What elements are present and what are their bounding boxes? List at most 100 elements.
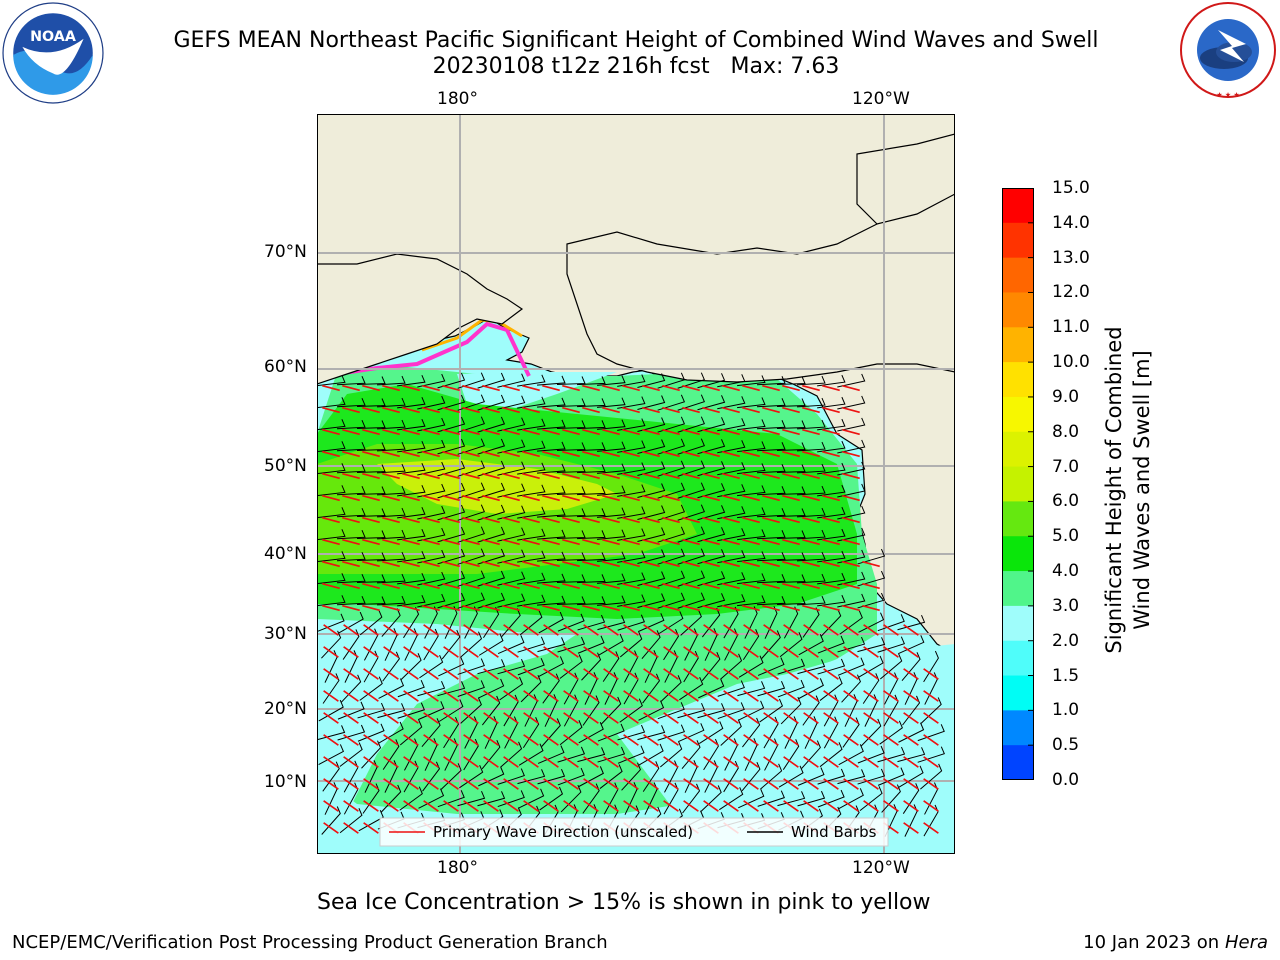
wind-barb [437, 592, 466, 609]
wave-direction-arrow [343, 756, 359, 768]
wave-direction-arrow [363, 822, 379, 834]
wind-barb [724, 738, 738, 771]
wind-barb [418, 788, 445, 809]
wave-direction-arrow [522, 538, 540, 546]
wave-direction-arrow [883, 800, 899, 812]
wave-direction-arrow [623, 690, 639, 702]
wind-barb [796, 463, 826, 474]
wind-barb [457, 394, 485, 411]
lat-label-20n: 20°N [264, 699, 307, 719]
lat-lon-grid [317, 114, 955, 854]
wave-direction-arrow [562, 384, 580, 392]
wave-direction-arrow [702, 472, 720, 480]
wave-direction-arrow [642, 582, 660, 590]
wind-barb [499, 676, 524, 701]
wave-direction-arrow [422, 384, 440, 392]
wave-direction-arrow [603, 778, 619, 790]
wave-direction-arrow [362, 516, 380, 524]
wave-direction-arrow [842, 494, 860, 502]
wave-direction-arrow [742, 560, 760, 568]
wind-barb [617, 506, 646, 519]
wind-barb [537, 595, 566, 606]
wind-barb [477, 504, 506, 521]
wave-direction-arrow [522, 406, 540, 414]
wind-barb [556, 398, 586, 408]
wind-barb [796, 441, 826, 452]
wave-direction-arrow [542, 494, 560, 502]
wind-barb [619, 698, 643, 723]
wind-barb [738, 700, 765, 721]
wind-barb [637, 505, 666, 520]
wind-barb [576, 486, 606, 496]
wave-direction-arrow [523, 690, 539, 702]
wave-direction-arrow [442, 604, 460, 612]
wave-direction-arrow [403, 712, 419, 724]
wave-direction-arrow [342, 428, 360, 436]
colorbar-tick-label: 3.0 [1052, 595, 1080, 616]
wave-direction-arrow [682, 582, 700, 590]
wave-direction-arrow [543, 690, 559, 702]
wind-barb [823, 716, 839, 749]
wave-direction-arrow [782, 560, 800, 568]
wind-barb [376, 441, 406, 452]
wind-barb [862, 673, 880, 704]
wave-direction-arrow [822, 582, 840, 590]
wave-direction-arrow [822, 406, 840, 414]
wave-direction-arrow [723, 734, 739, 746]
wave-direction-arrow [403, 646, 419, 658]
wave-direction-arrow [402, 428, 420, 436]
wind-barb [617, 550, 646, 563]
wave-direction-arrow [343, 712, 359, 724]
wave-direction-arrow [603, 800, 619, 812]
wind-barb [317, 375, 346, 387]
credit-text: NCEP/EMC/Verification Post Processing Pr… [12, 932, 608, 953]
wave-direction-arrow [822, 472, 840, 480]
wind-barb [437, 570, 466, 587]
wind-barb [776, 486, 806, 495]
wave-direction-arrow [863, 712, 879, 724]
wind-barb [497, 439, 526, 454]
wave-direction-arrow [442, 428, 460, 436]
colorbar-bin [1002, 605, 1034, 642]
wave-direction-arrow [803, 778, 819, 790]
colorbar-tick-label: 0.0 [1052, 770, 1080, 790]
wave-direction-arrow [862, 604, 880, 612]
wind-barb [738, 655, 764, 678]
wind-barb [798, 633, 824, 656]
wave-direction-arrow [362, 450, 380, 458]
wind-barb [776, 376, 806, 385]
wave-height-map: Primary Wave Direction (unscaled) Wind B… [317, 114, 955, 854]
wave-direction-arrow [682, 450, 700, 458]
wind-barb [399, 786, 423, 811]
wind-barb [576, 552, 606, 562]
wind-barb [457, 460, 485, 477]
wind-barb [624, 782, 638, 815]
wind-barb [737, 463, 766, 475]
wave-direction-arrow [363, 712, 379, 724]
wind-barb [457, 526, 485, 543]
wind-barb [737, 441, 766, 453]
wave-direction-arrow [703, 690, 719, 702]
wave-direction-arrow [443, 800, 459, 812]
wind-barb [737, 551, 766, 563]
wave-direction-arrow [523, 646, 539, 658]
wave-direction-arrow [842, 472, 860, 480]
wave-direction-arrow [483, 734, 499, 746]
wind-barb [697, 527, 726, 543]
wave-direction-arrow [903, 668, 919, 680]
wave-direction-arrow [903, 734, 919, 746]
wave-direction-arrow [622, 516, 640, 524]
wind-barb [437, 482, 466, 499]
wave-direction-arrow [802, 604, 820, 612]
wind-barb [443, 716, 460, 749]
wind-barb [584, 672, 598, 705]
wave-direction-arrow [762, 604, 780, 612]
wave-direction-arrow [683, 756, 699, 768]
wind-barb [517, 418, 546, 431]
wave-direction-arrow [323, 712, 339, 724]
wave-direction-arrow [563, 756, 579, 768]
wind-barb [820, 608, 842, 637]
wave-direction-arrow [542, 406, 560, 414]
wave-direction-arrow [622, 472, 640, 480]
wind-barb [581, 652, 602, 681]
